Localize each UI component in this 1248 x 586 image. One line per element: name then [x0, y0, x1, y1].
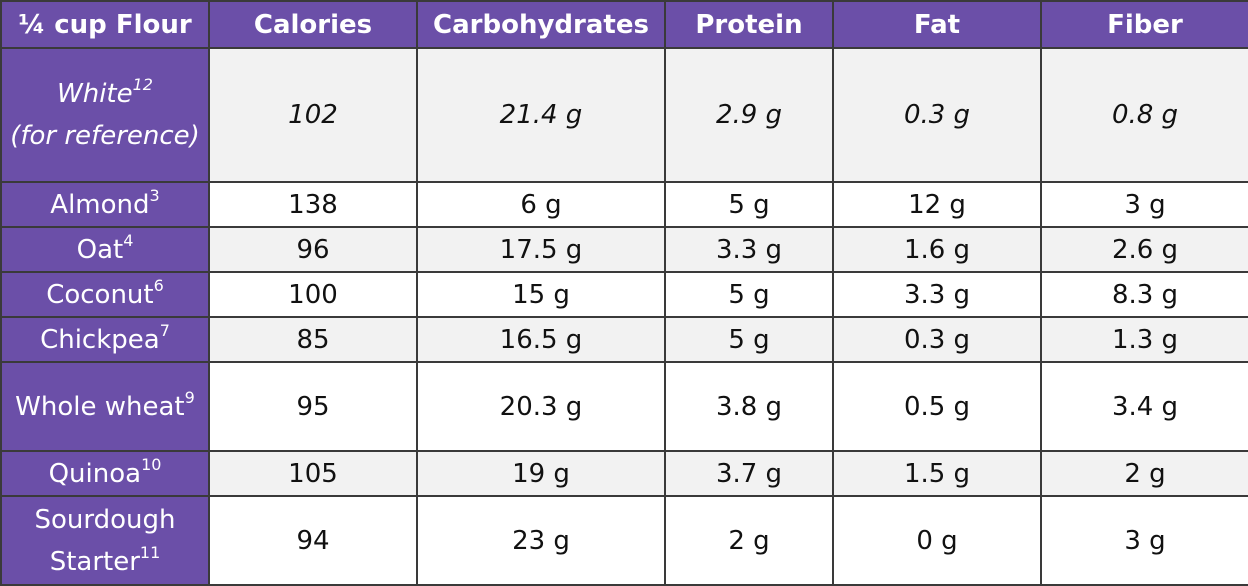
row-label: Sourdough Starter11	[0, 495, 210, 586]
table-cell: 0.5 g	[832, 361, 1042, 452]
reference-number: 10	[141, 454, 162, 474]
table-row: White12 (for reference) 102 21.4 g 2.9 g 0.3 …	[0, 47, 1248, 183]
table-cell: 105	[208, 450, 418, 497]
table-cell: 5 g	[664, 316, 834, 363]
column-header: Fat	[832, 0, 1042, 49]
reference-number: 7	[159, 320, 170, 340]
table-cell: 5 g	[664, 181, 834, 228]
flour-name: Oat	[76, 234, 124, 265]
row-label: Almond3	[0, 181, 210, 228]
table-cell: 3.3 g	[832, 271, 1042, 318]
table-cell: 2.6 g	[1040, 226, 1248, 273]
reference-number: 3	[149, 185, 160, 205]
table-cell: 3.8 g	[664, 361, 834, 452]
table-cell: 0 g	[832, 495, 1042, 586]
table-cell: 2.9 g	[664, 47, 834, 183]
header-row: ¼ cup Flour Calories Carbohydrates Protein F…	[0, 0, 1248, 49]
table-cell: 15 g	[416, 271, 666, 318]
row-label: Coconut6	[0, 271, 210, 318]
table-cell: 3 g	[1040, 181, 1248, 228]
table-cell: 0.3 g	[832, 47, 1042, 183]
table-cell: 23 g	[416, 495, 666, 586]
table-cell: 94	[208, 495, 418, 586]
column-header: ¼ cup Flour	[0, 0, 210, 49]
reference-number: 12	[132, 75, 153, 94]
table-cell: 85	[208, 316, 418, 363]
table-cell: 95	[208, 361, 418, 452]
table-cell: 0.8 g	[1040, 47, 1248, 183]
table-cell: 0.3 g	[832, 316, 1042, 363]
row-label: Quinoa10	[0, 450, 210, 497]
column-header: Fiber	[1040, 0, 1248, 49]
table-cell: 1.3 g	[1040, 316, 1248, 363]
reference-number: 9	[184, 387, 195, 407]
table-cell: 2 g	[1040, 450, 1248, 497]
table-cell: 17.5 g	[416, 226, 666, 273]
column-header: Calories	[208, 0, 418, 49]
table-cell: 100	[208, 271, 418, 318]
table-cell: 21.4 g	[416, 47, 666, 183]
table-cell: 138	[208, 181, 418, 228]
flour-name: Whole wheat	[15, 391, 185, 422]
table-cell: 3.7 g	[664, 450, 834, 497]
flour-name: White	[57, 79, 133, 109]
row-label: Oat4	[0, 226, 210, 273]
column-header: Protein	[664, 0, 834, 49]
row-label: Chickpea7	[0, 316, 210, 363]
table-cell: 3.4 g	[1040, 361, 1248, 452]
flour-name: Coconut	[46, 279, 154, 310]
table-cell: 12 g	[832, 181, 1042, 228]
table-cell: 102	[208, 47, 418, 183]
flour-name: Chickpea	[40, 324, 160, 355]
table-cell: 2 g	[664, 495, 834, 586]
table-cell: 5 g	[664, 271, 834, 318]
table-cell: 16.5 g	[416, 316, 666, 363]
table-cell: 8.3 g	[1040, 271, 1248, 318]
row-label: Whole wheat9	[0, 361, 210, 452]
table-cell: 6 g	[416, 181, 666, 228]
reference-number: 4	[123, 230, 134, 250]
table-cell: 3.3 g	[664, 226, 834, 273]
table-cell: 1.6 g	[832, 226, 1042, 273]
table-cell: 19 g	[416, 450, 666, 497]
qualifier: (for reference)	[10, 121, 200, 151]
table-cell: 96	[208, 226, 418, 273]
table-cell: 20.3 g	[416, 361, 666, 452]
reference-number: 6	[153, 275, 164, 295]
table-cell: 3 g	[1040, 495, 1248, 586]
table-body: White12 (for reference) 102 21.4 g 2.9 g 0.3 …	[0, 47, 1248, 586]
flour-name: Sourdough Starter	[34, 504, 176, 577]
flour-name: Quinoa	[48, 458, 142, 489]
column-header: Carbohydrates	[416, 0, 666, 49]
table-row: Oat4 96 17.5 g 3.3 g 1.6 g 2.6 g	[0, 226, 1248, 273]
flour-name: Almond	[50, 189, 150, 220]
row-label: White12 (for reference)	[0, 47, 210, 183]
reference-number: 11	[139, 542, 161, 562]
table-row: Whole wheat9 95 20.3 g 3.8 g 0.5 g 3.4 g	[0, 361, 1248, 452]
table-cell: 1.5 g	[832, 450, 1042, 497]
